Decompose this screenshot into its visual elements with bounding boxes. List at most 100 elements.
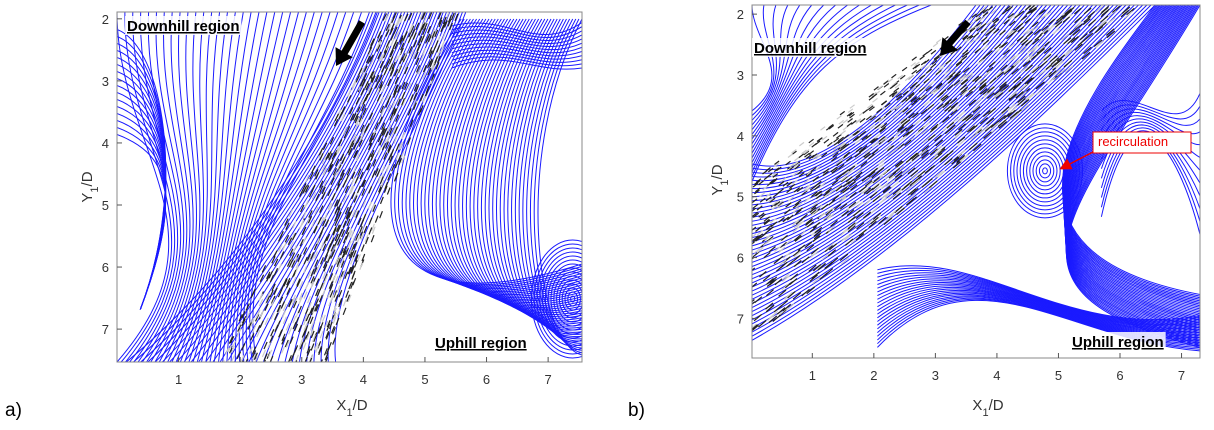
jet-vector xyxy=(790,273,799,281)
jet-vector xyxy=(303,247,308,255)
jet-vector xyxy=(322,243,327,252)
jet-vector xyxy=(326,233,331,242)
streamline xyxy=(401,18,582,288)
panel-label: a) xyxy=(5,400,22,421)
jet-vector xyxy=(793,254,801,262)
jet-vector xyxy=(903,119,911,125)
jet-vector xyxy=(360,244,365,252)
jet-vector xyxy=(766,280,775,287)
jet-vector xyxy=(814,184,821,191)
jet-vector xyxy=(350,230,355,238)
jet-vector xyxy=(965,114,974,122)
jet-vector xyxy=(374,215,379,223)
jet-vector xyxy=(338,138,343,147)
jet-vector xyxy=(986,86,994,93)
jet-vector xyxy=(247,322,252,330)
jet-vector xyxy=(828,124,835,130)
streamline xyxy=(752,5,1048,235)
jet-vector xyxy=(347,95,352,103)
jet-vector xyxy=(340,257,345,266)
jet-vector xyxy=(358,139,363,147)
jet-vector xyxy=(808,150,815,156)
jet-vector xyxy=(438,19,443,28)
jet-vector xyxy=(887,136,895,143)
jet-vector xyxy=(292,300,298,309)
streamline xyxy=(752,5,1069,255)
jet-vector xyxy=(269,274,275,283)
streamline xyxy=(390,18,582,284)
jet-vector xyxy=(382,138,387,147)
jet-vector xyxy=(361,104,366,112)
jet-vector xyxy=(939,96,947,103)
jet-vector xyxy=(256,309,261,317)
jet-vector xyxy=(828,199,836,206)
jet-vector xyxy=(340,172,345,181)
jet-vector xyxy=(871,172,879,179)
jet-vector xyxy=(385,164,390,173)
jet-vector xyxy=(1060,33,1069,41)
jet-vector xyxy=(880,122,888,129)
jet-vector xyxy=(408,12,413,21)
jet-vector xyxy=(273,287,278,296)
jet-vector xyxy=(765,196,772,202)
jet-vector xyxy=(1064,48,1073,56)
jet-vector xyxy=(321,156,327,164)
jet-vector xyxy=(883,83,890,88)
jet-vector xyxy=(356,235,361,243)
jet-vector xyxy=(394,160,399,169)
jet-vector xyxy=(846,122,853,127)
jet-vector xyxy=(245,358,249,362)
jet-vector xyxy=(254,314,260,322)
jet-vector xyxy=(976,26,983,32)
streamline xyxy=(454,18,582,310)
jet-vector xyxy=(987,107,996,115)
jet-vector xyxy=(367,47,373,55)
jet-vector xyxy=(420,35,425,43)
jet-vector xyxy=(768,315,778,323)
jet-vector xyxy=(369,54,374,63)
jet-vector xyxy=(381,128,386,136)
jet-vector xyxy=(990,120,1000,128)
jet-vector xyxy=(767,197,774,203)
jet-vector xyxy=(415,85,420,93)
jet-vector xyxy=(859,147,866,154)
jet-vector xyxy=(1004,5,1011,11)
jet-vector xyxy=(982,88,991,95)
jet-vector xyxy=(752,283,753,285)
jet-vector xyxy=(329,283,334,292)
jet-vector xyxy=(837,163,845,170)
jet-vector xyxy=(332,307,337,316)
jet-vector xyxy=(939,155,948,163)
jet-vector xyxy=(812,264,822,272)
jet-vector xyxy=(837,157,844,163)
jet-vector xyxy=(286,277,291,286)
jet-vector xyxy=(334,233,339,242)
streamline xyxy=(167,12,213,362)
jet-vector xyxy=(338,111,343,120)
jet-vector xyxy=(819,272,828,280)
y-tick-label: 2 xyxy=(102,12,109,27)
jet-vector xyxy=(958,123,966,131)
jet-vector xyxy=(1083,15,1092,23)
jet-vector xyxy=(911,100,918,106)
jet-vector xyxy=(355,75,361,83)
jet-vector xyxy=(258,298,264,307)
jet-vector xyxy=(904,139,912,146)
jet-vector xyxy=(355,210,360,218)
streamline xyxy=(249,12,370,362)
jet-vector xyxy=(348,230,353,238)
vortex-line xyxy=(1013,131,1077,211)
jet-vector xyxy=(377,134,382,143)
jet-vector xyxy=(318,147,324,156)
jet-vector xyxy=(894,205,903,214)
jet-vector xyxy=(825,187,832,194)
jet-vector xyxy=(295,260,300,269)
jet-vector xyxy=(381,142,386,151)
jet-vector xyxy=(319,185,324,194)
streamline xyxy=(413,18,582,292)
jet-vector xyxy=(973,32,979,38)
jet-vector xyxy=(311,219,316,228)
jet-vector xyxy=(899,135,907,143)
x-tick-label: 2 xyxy=(870,368,877,383)
streamline xyxy=(183,12,399,362)
